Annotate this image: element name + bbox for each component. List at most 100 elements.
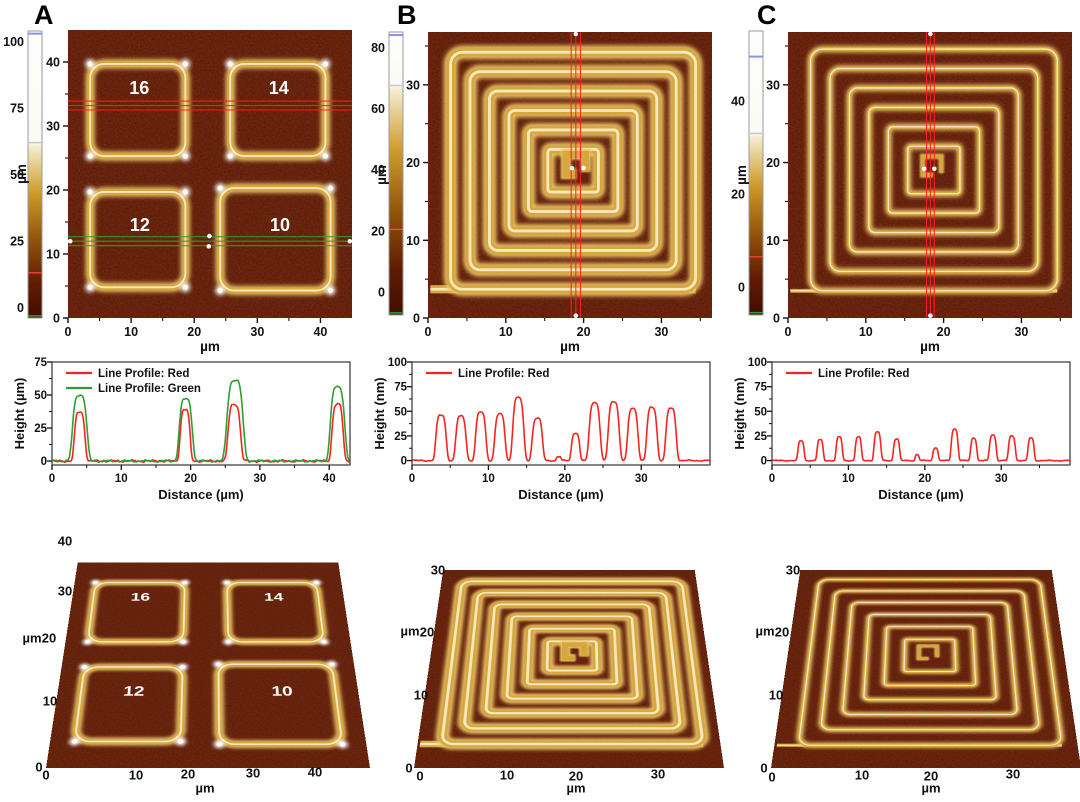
colorbar-tick-label: 0 <box>378 286 385 300</box>
cursor-marker-dot <box>928 313 933 318</box>
corner-highlight-core <box>87 189 93 195</box>
square-height-label: 14 <box>264 591 285 604</box>
chart-y-axis-title: Height (nm) <box>372 377 387 449</box>
chart-x-tick-label: 10 <box>482 473 495 485</box>
profile-line-red <box>771 428 1071 462</box>
y-axis-tick-label: 0 <box>413 312 420 326</box>
line-profile-chart-b: 0 10 20 30 0 25 50 75 100 Distance (µm) Height (nm… <box>372 357 711 502</box>
chart-y-tick-label: 0 <box>41 456 47 468</box>
square-height-label: 12 <box>123 683 145 699</box>
corner-highlight-core <box>227 153 233 159</box>
spiral-center-hook <box>562 150 590 178</box>
ridge-highlight <box>488 89 659 252</box>
render3d-y-tick-label: 30 <box>785 562 801 578</box>
colorbar-tick-label: 25 <box>10 234 24 248</box>
render3d-x-tick-label: 0 <box>42 767 50 783</box>
y-axis-tick-label: 40 <box>46 56 60 70</box>
chart-y-tick-label: 50 <box>34 390 47 402</box>
afm-map <box>771 569 1080 768</box>
ridge-highlight <box>449 50 698 291</box>
plot-frame <box>51 361 351 466</box>
cursor-marker-dot <box>573 313 579 318</box>
afm-map <box>414 569 724 768</box>
render3d-y-tick-label: 20 <box>774 624 790 640</box>
render3d-y-tick-label: 10 <box>768 687 784 703</box>
corner-highlight-core <box>87 61 93 67</box>
colorbar-tick-label: 100 <box>3 35 24 49</box>
render3d-y-unit-label: µm <box>755 623 775 639</box>
profile-line-red <box>411 396 711 463</box>
render3d-y-tick-label: 0 <box>35 759 43 775</box>
chart-x-tick-label: 0 <box>769 473 775 485</box>
render3d-x-tick-label: 20 <box>923 768 939 784</box>
legend-label: Line Profile: Red <box>818 368 909 380</box>
chart-y-tick-label: 75 <box>34 357 47 369</box>
colorbar-tick-label: 40 <box>371 163 385 177</box>
y-axis-tick-label: 30 <box>46 120 60 134</box>
render3d-x-unit-label: µm <box>921 780 941 796</box>
cursor-marker-dot <box>581 165 586 171</box>
ridge-highlight <box>468 70 678 272</box>
colorbar-tick-label: 0 <box>738 281 745 295</box>
panel-letter-b: B <box>397 0 418 30</box>
height-colorbar <box>27 30 43 319</box>
square-height-label: 16 <box>129 78 149 98</box>
colorbar-tick-label: 20 <box>731 187 745 201</box>
corner-highlight-core <box>322 61 329 67</box>
x-axis-tick-label: 20 <box>187 325 201 339</box>
square-height-label: 12 <box>130 215 150 235</box>
y-axis-tick-label: 20 <box>46 184 60 198</box>
y-axis-tick-label: 10 <box>46 248 60 262</box>
chart-x-tick-label: 10 <box>115 473 128 485</box>
chart-y-tick-label: 0 <box>761 456 767 468</box>
afm-map: 16 14 12 10 <box>67 30 353 318</box>
render3d-x-tick-label: 20 <box>568 768 584 784</box>
chart-x-axis-title: Distance (µm) <box>518 487 604 502</box>
render3d-x-tick-label: 0 <box>416 768 424 784</box>
render3d-y-unit-label: µm <box>400 623 420 639</box>
corner-highlight-core <box>327 287 334 294</box>
corner-highlight-core <box>215 662 222 667</box>
chart-x-tick-label: 20 <box>918 473 931 485</box>
square-height-label: 14 <box>269 78 289 98</box>
chart-y-tick-label: 75 <box>754 382 767 394</box>
corner-highlight-core <box>182 153 188 159</box>
render3d-x-unit-label: µm <box>566 780 586 796</box>
chart-y-tick-label: 100 <box>748 357 767 369</box>
render3d-x-tick-label: 40 <box>307 764 323 780</box>
ridge-highlight <box>507 109 639 233</box>
afm-3d-view-c: 0 10 20 30 µm 0 10 20 30 µm <box>720 500 1080 802</box>
cursor-marker-dot <box>347 238 353 244</box>
x-axis-unit-label: µm <box>560 339 580 354</box>
afm-noise-texture <box>46 562 370 768</box>
y-axis-tick-label: 20 <box>766 156 780 170</box>
chart-y-tick-label: 100 <box>388 357 407 369</box>
chart-x-tick-label: 30 <box>635 473 648 485</box>
corner-highlight-core <box>87 153 93 159</box>
x-axis-tick-label: 40 <box>313 325 327 339</box>
square-height-label: 16 <box>130 591 150 604</box>
afm-noise-texture <box>68 30 352 318</box>
render3d-x-tick-label: 10 <box>499 767 515 783</box>
cursor-marker-dot <box>928 31 933 37</box>
x-axis-tick-label: 20 <box>937 325 951 339</box>
corner-highlight-core <box>182 61 188 67</box>
x-axis-tick-label: 10 <box>859 325 873 339</box>
cursor-marker-dot <box>573 31 579 37</box>
render3d-x-unit-label: µm <box>195 780 215 796</box>
y-axis-tick-label: 20 <box>406 156 420 170</box>
cursor-marker-dot <box>207 233 212 239</box>
ridge-highlight <box>526 128 620 213</box>
afm-3d-view-b: 0 10 20 30 µm 0 10 20 30 µm <box>360 500 724 802</box>
x-axis-tick-label: 10 <box>124 325 138 339</box>
colorbar-tick-label: 50 <box>10 168 24 182</box>
x-axis-tick-label: 0 <box>65 325 72 339</box>
cursor-marker-dot <box>931 166 937 172</box>
corner-highlight-core <box>216 741 223 747</box>
x-axis-tick-label: 30 <box>250 325 264 339</box>
chart-y-tick-label: 0 <box>401 456 407 468</box>
panel-letter-a: A <box>34 0 55 30</box>
y-axis-tick-label: 30 <box>766 78 780 92</box>
